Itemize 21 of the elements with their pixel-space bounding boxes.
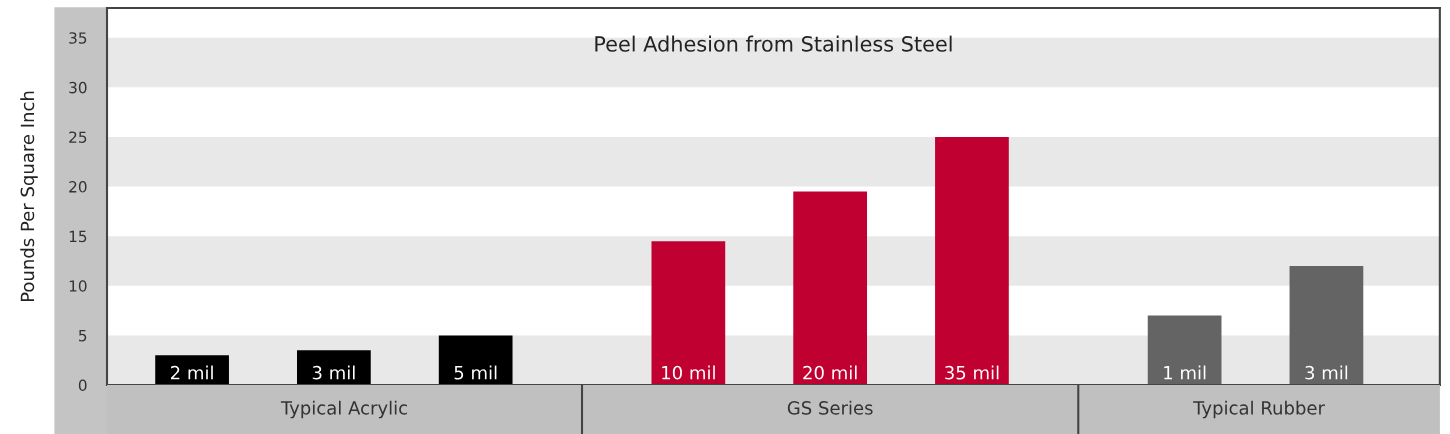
x-tick-label: 1 mil bbox=[1164, 365, 1206, 380]
y-tick-label: 35 bbox=[69, 32, 87, 44]
y-tick-label: 10 bbox=[69, 280, 87, 292]
y-tick-label: 5 bbox=[79, 330, 87, 342]
x-tick-label: 20 mil bbox=[803, 365, 857, 380]
text: Typical Rubber bbox=[1193, 400, 1325, 419]
x-tick-label: 5 mil bbox=[454, 365, 497, 380]
y-tick-label: 30 bbox=[69, 81, 87, 94]
y-tick-label: 20 bbox=[69, 181, 87, 193]
x-tick-label: 2 mil bbox=[170, 365, 213, 380]
y-axis-title: Pounds Per Square Inch bbox=[20, 91, 38, 302]
x-tick-label: 35 mil bbox=[945, 365, 999, 380]
y-tick-label: 0 bbox=[78, 379, 87, 392]
text: Typical Acrylic bbox=[280, 400, 407, 419]
x-tick-label: 10 mil bbox=[662, 365, 715, 380]
x-tick-label: 3 mil bbox=[1305, 365, 1348, 380]
text: GS Series bbox=[787, 400, 873, 415]
text: Peel Adhesion from Stainless Steel bbox=[595, 35, 952, 52]
y-tick-label: 15 bbox=[69, 230, 87, 243]
x-tick-label: 3 mil bbox=[312, 365, 355, 380]
y-tick-label: 25 bbox=[69, 131, 87, 143]
